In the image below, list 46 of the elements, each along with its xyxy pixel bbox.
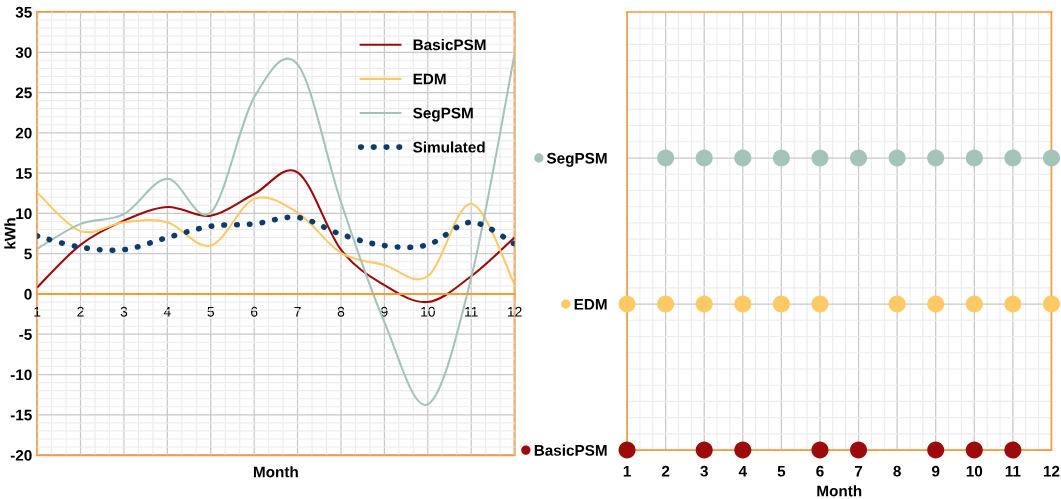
x-tick-label: 7: [294, 306, 301, 317]
x-tick-label: 11: [465, 306, 478, 317]
y-tick-label: 15: [16, 168, 32, 179]
x-tick-label: 10: [421, 306, 435, 317]
x-tick-label: 8: [893, 465, 901, 477]
x-tick-label: 12: [1043, 465, 1060, 477]
y-tick-label: 20: [15, 127, 32, 139]
y-tick-label: 25: [15, 87, 32, 99]
x-tick-label: 9: [931, 465, 940, 477]
legend-label: EDM: [413, 73, 446, 85]
x-axis-title: Month: [817, 485, 862, 497]
x-tick-label: 10: [966, 465, 983, 477]
y-tick-label: -10: [10, 369, 32, 381]
y-tick-label: -15: [10, 409, 32, 421]
x-tick-label: 9: [381, 306, 388, 317]
y-tick-label: -20: [10, 449, 32, 461]
x-tick-label: 3: [120, 306, 128, 317]
x-axis-title: Month: [253, 466, 298, 478]
y-tick-label: SegPSM: [546, 152, 607, 167]
y-tick-label: 35: [15, 6, 32, 18]
x-tick-label: 8: [337, 306, 345, 317]
x-tick-label: 12: [507, 306, 522, 317]
x-tick-label: 5: [777, 465, 786, 477]
x-tick-label: 6: [251, 306, 258, 317]
y-tick-label: 30: [15, 47, 32, 58]
x-tick-label: 2: [661, 465, 670, 477]
x-tick-label: 2: [77, 306, 84, 317]
legend-label: BasicPSM: [413, 39, 486, 51]
x-tick-label: 3: [700, 465, 708, 477]
x-tick-label: 4: [163, 306, 171, 317]
legend-label: SegPSM: [413, 107, 473, 122]
y-axis-title: kWh: [4, 218, 16, 249]
y-tick-label: 10: [16, 208, 32, 220]
x-tick-label: 4: [738, 465, 747, 477]
y-tick-label: 0: [24, 288, 32, 300]
x-tick-label: 7: [854, 465, 863, 477]
y-tick-label: EDM: [574, 299, 607, 310]
x-tick-label: 11: [1005, 465, 1021, 477]
y-tick-label: 5: [24, 248, 32, 260]
x-tick-label: 6: [816, 465, 824, 477]
x-tick-label: 1: [623, 465, 631, 477]
y-tick-label: -5: [19, 329, 32, 340]
legend-label: Simulated: [413, 141, 485, 153]
line-series: [37, 191, 515, 286]
x-tick-label: 5: [207, 306, 215, 317]
y-tick-label: BasicPSM: [534, 444, 607, 456]
